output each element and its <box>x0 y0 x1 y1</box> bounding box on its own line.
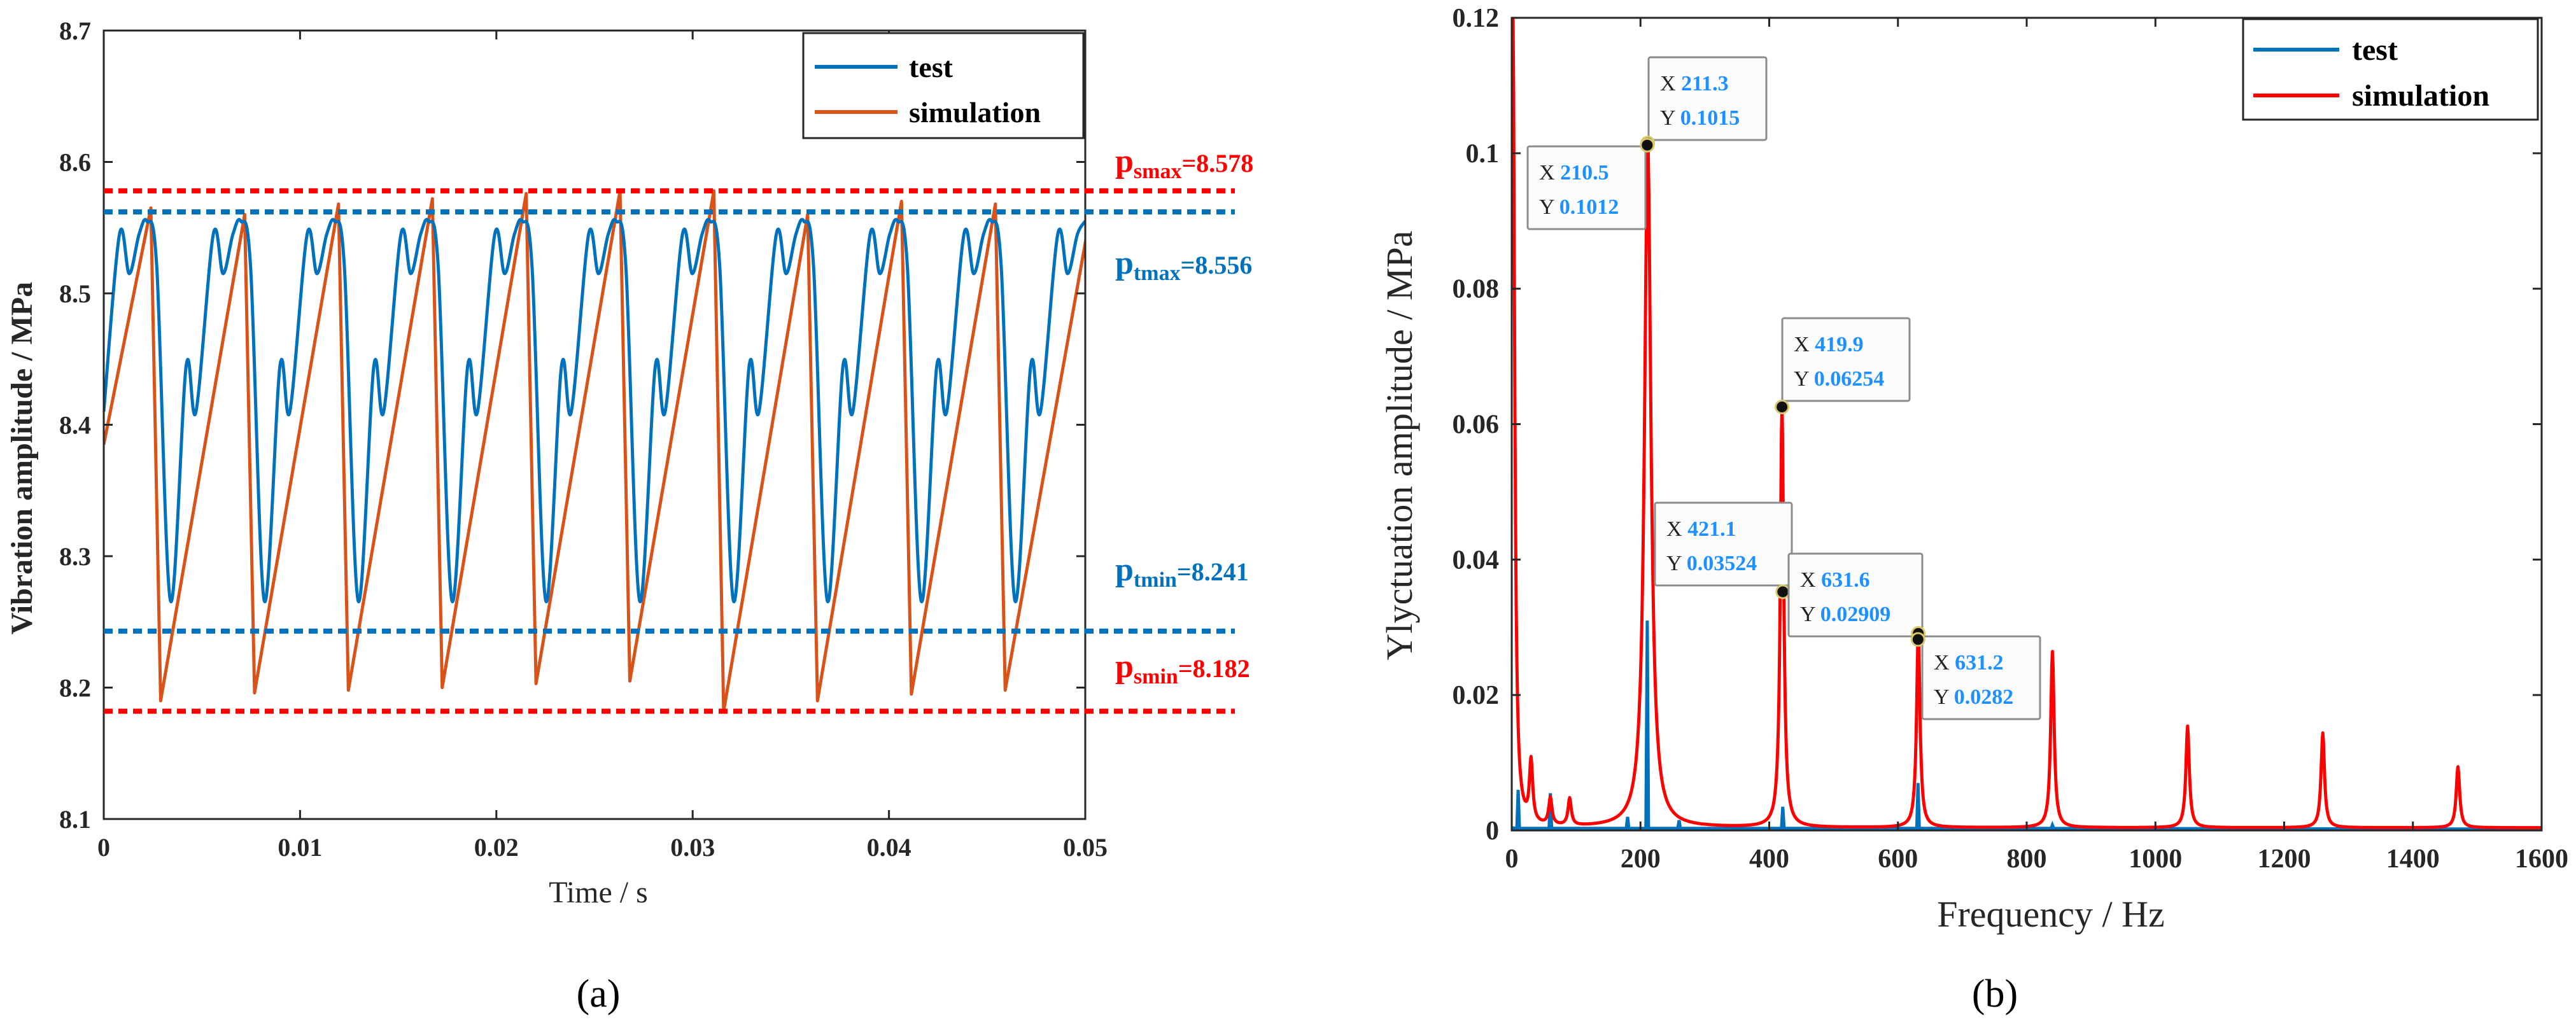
panel-b-y-tick-label: 0.08 <box>1453 275 1500 304</box>
svg-text:Y 0.02909: Y 0.02909 <box>1800 603 1890 626</box>
panel-a-y-axis-label: Vibration amplitude / MPa <box>5 282 39 634</box>
reference-label-psmax: psmax=8.578 <box>1115 143 1253 183</box>
panel-a-y-tick-label: 8.7 <box>59 17 91 45</box>
panel-b-x-axis-label: Frequency / Hz <box>1937 893 2165 935</box>
panel-a-x-axis-label: Time / s <box>549 876 648 909</box>
panel-a-legend: test simulation <box>802 32 1085 139</box>
panel-a-y-tick-label: 8.1 <box>59 805 91 834</box>
svg-text:Y 0.06254: Y 0.06254 <box>1794 367 1884 391</box>
panel-b-x-tick-label: 200 <box>1621 844 1661 874</box>
panel-a-x-tick-label: 0 <box>97 833 110 862</box>
panel-b-y-tick-label: 0.04 <box>1453 545 1500 575</box>
panel-a-y-tick-label: 8.6 <box>59 148 91 177</box>
panel-b-test-line <box>1512 620 2542 830</box>
panel-a-y-tick-label: 8.3 <box>59 542 91 571</box>
datatip[interactable]: X 631.6 Y 0.02909 <box>1787 552 1924 638</box>
reference-label-ptmin: ptmin=8.241 <box>1115 552 1249 592</box>
panel-b-y-tick-label: 0.12 <box>1453 4 1500 33</box>
svg-text:Y 0.0282: Y 0.0282 <box>1934 685 2013 709</box>
panel-a-y-tick-label: 8.4 <box>59 411 91 440</box>
panel-a-y-tick-label: 8.5 <box>59 279 91 308</box>
svg-text:X 631.2: X 631.2 <box>1934 651 2004 675</box>
svg-text:X 421.1: X 421.1 <box>1666 517 1736 541</box>
panel-b-x-tick-label: 800 <box>2007 844 2047 874</box>
panel-b-x-tick-label: 1600 <box>2515 844 2568 874</box>
datatip[interactable]: X 421.1 Y 0.03524 <box>1654 501 1793 587</box>
panel-a-simulation-line <box>104 189 1085 713</box>
svg-text:X 211.3: X 211.3 <box>1660 72 1729 95</box>
svg-text:Y 0.03524: Y 0.03524 <box>1666 552 1757 575</box>
datatip-marker[interactable] <box>1775 399 1790 414</box>
panel-a-y-tick-label: 8.2 <box>59 674 91 703</box>
reference-label-ptmax: ptmax=8.556 <box>1115 245 1252 285</box>
datatip-marker[interactable] <box>1910 632 1925 647</box>
datatip[interactable]: X 631.2 Y 0.0282 <box>1921 635 2041 720</box>
panel-b-chart: 0 200 400 600 800 1000 1200 1400 1600 0 0.02 0.04 0.… <box>1379 4 2568 1016</box>
panel-b-y-tick-label: 0 <box>1486 816 1499 846</box>
panel-b-x-tick-label: 400 <box>1749 844 1789 874</box>
panel-b-legend: test simulation <box>2242 18 2539 121</box>
panel-b-x-tick-label: 600 <box>1878 844 1918 874</box>
legend-entry-simulation: simulation <box>909 96 1041 129</box>
reference-label-psmin: psmin=8.182 <box>1115 648 1250 689</box>
panel-a-caption: (a) <box>577 972 621 1016</box>
svg-text:Y 0.1015: Y 0.1015 <box>1660 106 1740 130</box>
datatip[interactable]: X 210.5 Y 0.1012 <box>1526 145 1647 230</box>
datatip-marker[interactable] <box>1640 137 1655 153</box>
panel-b-caption: (b) <box>1972 972 2018 1016</box>
panel-b-x-tick-label: 1400 <box>2386 844 2440 874</box>
panel-b-x-tick-label: 0 <box>1505 844 1519 874</box>
panel-b-y-tick-label: 0.02 <box>1453 681 1500 710</box>
panel-b-y-axis-label: Ylуctuation amplitude / MPa <box>1379 231 1420 661</box>
datatip[interactable]: X 419.9 Y 0.06254 <box>1781 317 1911 402</box>
legend-entry-simulation: simulation <box>2352 79 2489 113</box>
panel-b-y-tick-label: 0.1 <box>1466 139 1500 169</box>
panel-a-x-tick-label: 0.03 <box>670 833 715 862</box>
panel-a-x-tick-label: 0.04 <box>867 833 911 862</box>
panel-a-x-tick-label: 0.01 <box>278 833 322 862</box>
panel-a-x-tick-label: 0.02 <box>474 833 519 862</box>
svg-text:X 631.6: X 631.6 <box>1800 568 1870 592</box>
panel-b-x-tick-label: 1200 <box>2258 844 2311 874</box>
svg-text:Y 0.1012: Y 0.1012 <box>1539 195 1619 219</box>
legend-entry-test: test <box>2352 33 2398 67</box>
panel-b-x-tick-label: 1000 <box>2129 844 2182 874</box>
panel-a-test-line <box>104 218 1085 603</box>
datatip[interactable]: X 211.3 Y 0.1015 <box>1647 56 1768 141</box>
datatip-marker[interactable] <box>1775 584 1791 599</box>
panel-b-y-tick-label: 0.06 <box>1453 410 1500 440</box>
svg-text:X 419.9: X 419.9 <box>1794 333 1864 356</box>
panel-a-x-tick-label: 0.05 <box>1063 833 1108 862</box>
svg-text:X 210.5: X 210.5 <box>1539 161 1609 185</box>
legend-entry-test: test <box>909 51 954 83</box>
